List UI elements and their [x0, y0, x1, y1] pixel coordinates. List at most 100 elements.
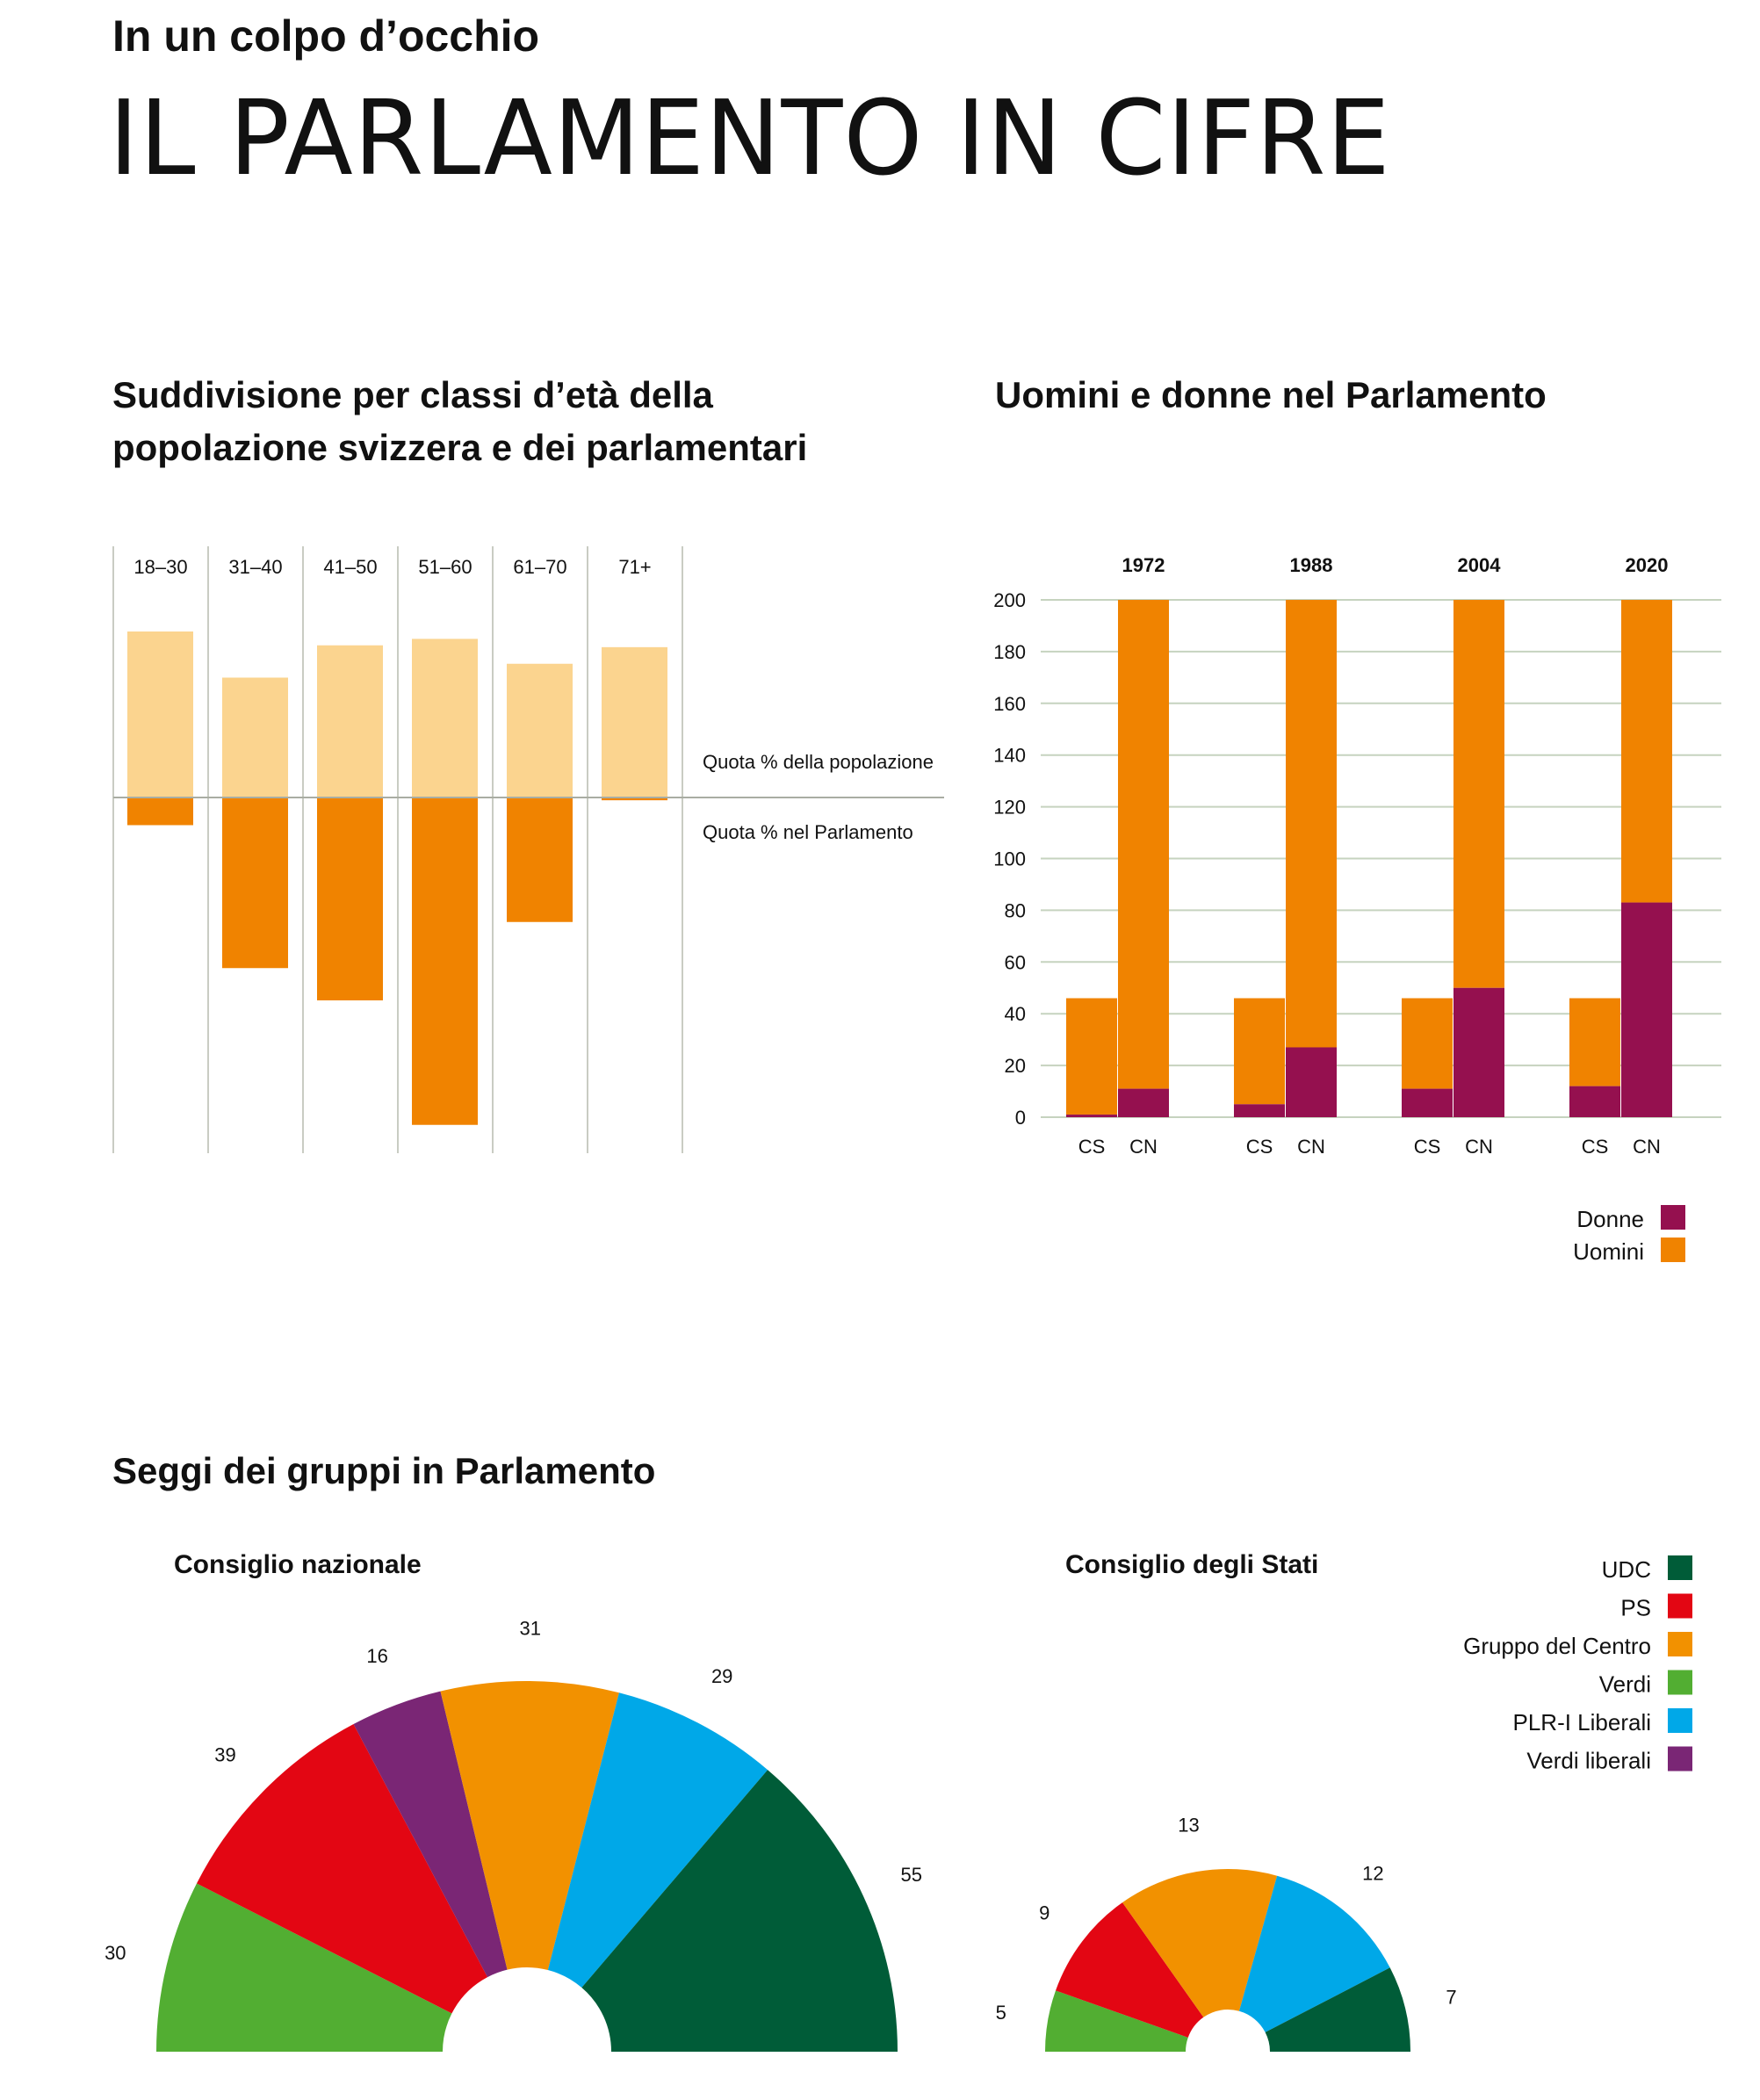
parliament-legend-label: Quota % nel Parlamento — [703, 821, 913, 843]
men-bar — [1234, 998, 1285, 1105]
gender-x-label: CS — [1414, 1136, 1441, 1158]
hemicycle-base-mask — [1043, 2052, 1412, 2087]
gender-legend-label: Donne — [1576, 1206, 1644, 1232]
seat-slice-ps — [196, 1724, 488, 2014]
party-legend-swatch — [1668, 1670, 1692, 1695]
population-bar — [317, 645, 383, 797]
kicker: In un colpo d’occhio — [112, 11, 540, 61]
seat-slice-ps — [1056, 1902, 1204, 2038]
seat-count-label: 39 — [214, 1744, 235, 1766]
party-legend-swatch — [1668, 1708, 1692, 1733]
women-bar — [1621, 902, 1672, 1117]
men-bar — [1286, 600, 1337, 1048]
population-legend-label: Quota % della popolazione — [703, 751, 934, 773]
seat-slice-plr-i-liberali — [547, 1692, 768, 1988]
party-legend-swatch — [1668, 1593, 1692, 1619]
men-bar — [1569, 998, 1620, 1086]
women-bar — [1234, 1104, 1285, 1117]
national-council-title: Consiglio nazionale — [174, 1550, 422, 1579]
gender-y-tick: 0 — [1015, 1107, 1026, 1129]
gender-y-tick: 60 — [1005, 951, 1026, 973]
seat-count-label: 9 — [1039, 1902, 1050, 1923]
gender-x-label: CN — [1465, 1136, 1493, 1158]
age-title-line2: popolazione svizzera e dei parlamentari — [112, 427, 808, 468]
gender-y-tick: 140 — [993, 745, 1026, 767]
population-bar — [127, 631, 193, 797]
gender-x-label: CN — [1297, 1136, 1325, 1158]
age-category-label: 18–30 — [133, 556, 187, 578]
gender-x-label: CS — [1078, 1136, 1106, 1158]
age-title-line1: Suddivisione per classi d’età della — [112, 374, 713, 415]
women-bar — [1402, 1088, 1453, 1117]
party-legend-swatch — [1668, 1632, 1692, 1656]
gender-legend-swatch — [1661, 1238, 1685, 1262]
gender-y-tick: 20 — [1005, 1055, 1026, 1077]
party-legend-label: Verdi — [1599, 1671, 1651, 1698]
seat-count-label: 31 — [520, 1618, 541, 1640]
men-bar — [1453, 600, 1504, 988]
seat-slice-verdi — [1045, 1990, 1188, 2052]
gender-y-tick: 100 — [993, 848, 1026, 870]
gender-year-label: 1972 — [1122, 554, 1165, 576]
gender-legend-swatch — [1661, 1205, 1685, 1230]
gender-x-label: CS — [1582, 1136, 1609, 1158]
age-chart-title: Suddivisione per classi d’età della popo… — [112, 369, 807, 474]
gender-y-tick: 40 — [1005, 1003, 1026, 1025]
party-legend-swatch — [1668, 1555, 1692, 1580]
population-bar — [222, 677, 288, 797]
party-legend-label: Verdi liberali — [1526, 1748, 1651, 1774]
seat-count-label: 5 — [996, 2002, 1006, 2024]
age-category-label: 31–40 — [228, 556, 282, 578]
men-bar — [1066, 998, 1117, 1115]
gender-y-tick: 160 — [993, 693, 1026, 715]
gender-y-tick: 180 — [993, 641, 1026, 663]
seat-slice-verdi — [156, 1883, 452, 2052]
party-legend-label: PLR-I Liberali — [1512, 1709, 1651, 1736]
gender-year-label: 2020 — [1626, 554, 1669, 576]
gender-y-tick: 200 — [993, 589, 1026, 611]
party-legend-label: Gruppo del Centro — [1463, 1633, 1651, 1659]
seat-count-label: 55 — [900, 1864, 921, 1886]
gender-x-label: CN — [1129, 1136, 1158, 1158]
women-bar — [1453, 987, 1504, 1117]
party-legend-swatch — [1668, 1746, 1692, 1772]
population-bar — [507, 663, 573, 797]
gender-x-label: CN — [1633, 1136, 1661, 1158]
gender-x-label: CS — [1246, 1136, 1273, 1158]
seat-slice-gruppo-del-centro — [440, 1681, 619, 1971]
women-bar — [1066, 1115, 1117, 1117]
states-council-title: Consiglio degli Stati — [1065, 1550, 1319, 1579]
women-bar — [1118, 1088, 1169, 1117]
parliament-bar — [222, 797, 288, 969]
parliament-bar — [602, 797, 667, 801]
seats-title: Seggi dei gruppi in Parlamento — [112, 1450, 656, 1491]
seat-count-label: 12 — [1362, 1862, 1383, 1884]
population-bar — [602, 646, 667, 797]
parliament-bar — [507, 797, 573, 922]
men-bar — [1402, 998, 1453, 1089]
women-bar — [1286, 1047, 1337, 1117]
seat-count-label: 7 — [1446, 1987, 1456, 2009]
parliament-bar — [127, 797, 193, 826]
party-legend-label: UDC — [1602, 1556, 1651, 1583]
seat-slice-udc — [1265, 1967, 1410, 2052]
seat-slice-plr-i-liberali — [1238, 1875, 1390, 2032]
gender-chart-title: Uomini e donne nel Parlamento — [995, 374, 1547, 415]
age-category-label: 51–60 — [418, 556, 472, 578]
gender-year-label: 2004 — [1458, 554, 1502, 576]
seat-count-label: 16 — [366, 1645, 387, 1667]
gender-year-label: 1988 — [1290, 554, 1333, 576]
population-bar — [412, 639, 478, 797]
party-legend-label: PS — [1620, 1595, 1651, 1621]
gender-y-tick: 120 — [993, 797, 1026, 819]
seat-count-label: 30 — [105, 1942, 126, 1964]
page-title: IL PARLAMENTO IN CIFRE — [109, 77, 1391, 198]
age-category-label: 71+ — [618, 556, 651, 578]
men-bar — [1118, 600, 1169, 1089]
parliament-bar — [317, 797, 383, 1000]
women-bar — [1569, 1086, 1620, 1117]
seat-count-label: 13 — [1178, 1815, 1199, 1837]
seat-count-label: 29 — [711, 1665, 732, 1687]
hemicycle-base-mask — [155, 2052, 899, 2087]
